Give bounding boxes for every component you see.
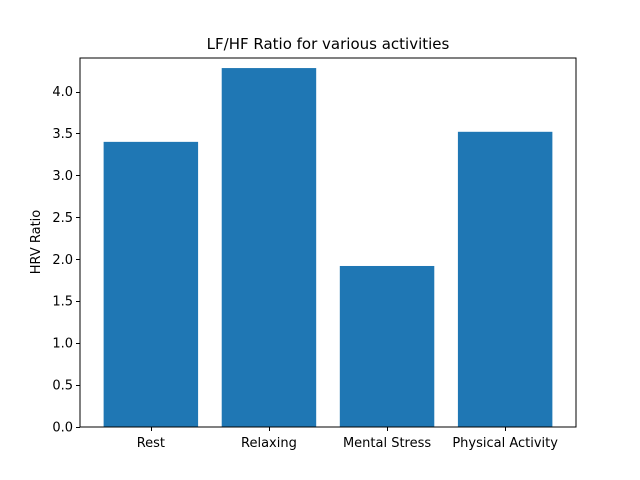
x-ticks-group: Rest Relaxing Mental Stress Physical Activi…: [137, 427, 558, 451]
bar-rest: [103, 141, 199, 427]
y-axis-label: HRV Ratio: [29, 210, 44, 275]
y-tick-label: 0.0: [52, 421, 73, 436]
y-tick-label: 2.0: [52, 253, 73, 268]
x-tick-label: Mental Stress: [343, 436, 431, 451]
y-tick-label: 4.0: [52, 85, 73, 100]
y-tick-label: 0.5: [52, 379, 73, 394]
y-tick-label: 2.5: [52, 211, 73, 226]
x-tick-label: Rest: [137, 436, 165, 451]
y-tick-label: 1.5: [52, 295, 73, 310]
bars-group: [103, 68, 553, 428]
y-tick-label: 1.0: [52, 337, 73, 352]
plot-frame: [79, 57, 577, 428]
y-tick-label: 3.5: [52, 127, 73, 142]
y-tick-label: 3.0: [52, 169, 73, 184]
x-tick-label: Relaxing: [241, 436, 297, 451]
bar-mental-stress: [339, 265, 435, 427]
bar-physical-activity: [457, 131, 553, 428]
chart-title: LF/HF Ratio for various activities: [207, 35, 450, 53]
y-ticks-group: 0.0 0.5 1.0 1.5 2.0 2.5 3.0 3.5 4.0: [52, 85, 80, 436]
x-tick-label: Physical Activity: [452, 436, 558, 451]
bar-relaxing: [221, 68, 317, 428]
